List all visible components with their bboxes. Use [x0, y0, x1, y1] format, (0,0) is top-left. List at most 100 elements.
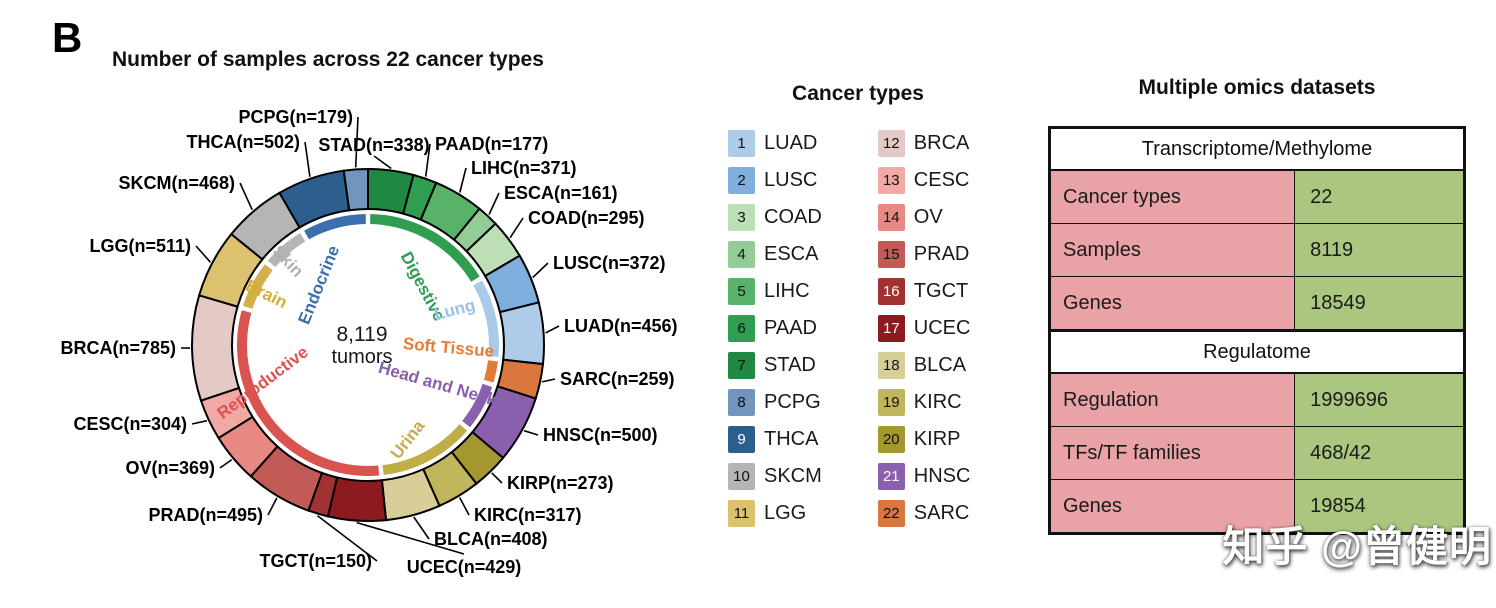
legend-column-1: 1 LUAD 2 LUSC 3 COAD 4 ESCA 5 LIHC 6 PAAD 7 STAD 8 PCPG… [728, 130, 822, 527]
leader-line-HNSC [523, 429, 539, 436]
category-arc-brain [242, 264, 273, 309]
legend-label-stad: STAD [764, 354, 816, 376]
legend-swatch-cesc: 13 [877, 167, 905, 194]
donut-label-LUSC: LUSC(n=372) [553, 253, 666, 273]
donut-label-LGG: LGG(n=511) [89, 236, 191, 256]
legend-item-kirp: 20 KIRP [877, 426, 971, 453]
table-row-value: 8119 [1294, 224, 1463, 277]
legend-label-ucec: UCEC [913, 317, 971, 339]
legend-item-brca: 12 BRCA [877, 130, 971, 157]
donut-label-CESC: CESC(n=304) [73, 414, 187, 434]
legend-item-skcm: 10 SKCM [728, 463, 822, 490]
legend-title: Cancer types [792, 82, 924, 105]
legend-label-prad: PRAD [913, 243, 970, 265]
table-row-value: 19854 [1294, 480, 1463, 532]
category-arc-endocrine [304, 214, 366, 240]
legend-swatch-ov: 14 [877, 204, 905, 231]
leader-line-PCPG [354, 116, 359, 168]
legend-columns: 1 LUAD 2 LUSC 3 COAD 4 ESCA 5 LIHC 6 PAAD 7 STAD 8 PCPG… [728, 130, 1034, 527]
donut-segment-BRCA [191, 294, 241, 402]
legend-swatch-lihc: 5 [728, 278, 755, 305]
legend-swatch-stad: 7 [728, 352, 755, 379]
donut-segment-LUAD [498, 301, 545, 366]
legend-item-pcpg: 8 PCPG [728, 389, 822, 416]
legend-column-2: 12 BRCA 13 CESC 14 OV 15 PRAD 16 TGCT 17 UCEC 18 BLCA… [877, 130, 971, 527]
category-arc-lung [473, 280, 500, 357]
leader-line-PAAD [424, 143, 431, 177]
donut-label-PAAD: PAAD(n=177) [435, 134, 548, 154]
donut-center-label: tumors [331, 346, 392, 368]
legend-swatch-luad: 1 [728, 130, 755, 157]
leader-line-SKCM [239, 182, 253, 211]
legend-swatch-blca: 18 [877, 352, 905, 379]
legend-item-coad: 3 COAD [728, 204, 822, 231]
legend-swatch-ucec: 17 [877, 315, 905, 342]
donut-label-SARC: SARC(n=259) [560, 369, 675, 389]
leader-line-LUSC [532, 262, 549, 279]
legend-swatch-brca: 12 [877, 130, 905, 157]
leader-line-OV [219, 458, 233, 469]
watermark: 知乎 @曾健明 [1222, 523, 1492, 570]
legend-swatch-pcpg: 8 [728, 389, 755, 416]
table-row-label: TFs/TF families [1051, 427, 1295, 480]
leader-line-SARC [541, 378, 556, 383]
legend-item-ucec: 17 UCEC [877, 315, 971, 342]
legend-item-paad: 6 PAAD [728, 315, 822, 342]
table-row-label: Genes [1051, 277, 1295, 330]
legend-item-ov: 14 OV [877, 204, 971, 231]
legend-label-thca: THCA [764, 428, 819, 450]
legend-swatch-kirp: 20 [877, 426, 905, 453]
donut-label-KIRP: KIRP(n=273) [507, 473, 614, 493]
table-row-value: 22 [1294, 171, 1463, 224]
leader-line-COAD [509, 217, 524, 239]
legend-label-blca: BLCA [913, 354, 967, 376]
legend-swatch-tgct: 16 [877, 278, 905, 305]
legend-label-coad: COAD [764, 206, 822, 228]
legend-item-luad: 1 LUAD [728, 130, 822, 157]
legend-label-lusc: LUSC [764, 169, 818, 191]
omics-table: Transcriptome/Methylome Cancer types 22 Sam… [1048, 126, 1466, 535]
legend-label-brca: BRCA [913, 132, 970, 154]
leader-line-THCA [304, 141, 311, 177]
legend-label-hnsc: HNSC [913, 465, 971, 487]
donut-segment-PCPG [342, 167, 369, 212]
legend-item-thca: 9 THCA [728, 426, 822, 453]
legend-label-ov: OV [913, 206, 943, 228]
legend-label-lgg: LGG [764, 502, 807, 524]
legend-swatch-lgg: 11 [728, 500, 755, 527]
legend-label-pcpg: PCPG [764, 391, 821, 413]
category-label-endocrine: Endocrine [295, 243, 344, 327]
legend-swatch-paad: 6 [728, 315, 755, 342]
legend-swatch-thca: 9 [728, 426, 755, 453]
category-arc-reproductive [236, 310, 380, 477]
omics-title: Multiple omics datasets [1138, 76, 1376, 99]
donut-label-OV: OV(n=369) [125, 458, 215, 478]
leader-line-ESCA [488, 192, 500, 215]
donut-label-SKCM: SKCM(n=468) [118, 173, 235, 193]
legend-item-sarc: 22 SARC [877, 500, 971, 527]
legend-label-skcm: SKCM [764, 465, 822, 487]
table-row-label: Regulation [1051, 374, 1295, 427]
table-row-label: Cancer types [1051, 171, 1295, 224]
legend-label-kirp: KIRP [913, 428, 961, 450]
category-label-soft-tissue: Soft Tissue [402, 334, 495, 361]
legend-item-tgct: 16 TGCT [877, 278, 971, 305]
donut-label-STAD: STAD(n=338) [318, 135, 429, 155]
omics-datasets-panel: Multiple omics datasets Transcriptome/Me… [1048, 76, 1466, 535]
legend-item-lgg: 11 LGG [728, 500, 822, 527]
legend-swatch-esca: 4 [728, 241, 755, 268]
legend-label-kirc: KIRC [913, 391, 962, 413]
legend-item-hnsc: 21 HNSC [877, 463, 971, 490]
legend-label-cesc: CESC [913, 169, 970, 191]
leader-line-STAD [373, 155, 392, 170]
donut-label-COAD: COAD(n=295) [528, 208, 645, 228]
legend-swatch-lusc: 2 [728, 167, 755, 194]
donut-label-ESCA: ESCA(n=161) [504, 183, 618, 203]
legend-item-prad: 15 PRAD [877, 241, 971, 268]
donut-label-UCEC: UCEC(n=429) [407, 557, 522, 577]
legend-swatch-kirc: 19 [877, 389, 905, 416]
leader-line-KIRC [458, 497, 470, 516]
category-label-head-and-neck: Head and Neck [376, 358, 499, 410]
category-arc-urina [382, 424, 468, 476]
